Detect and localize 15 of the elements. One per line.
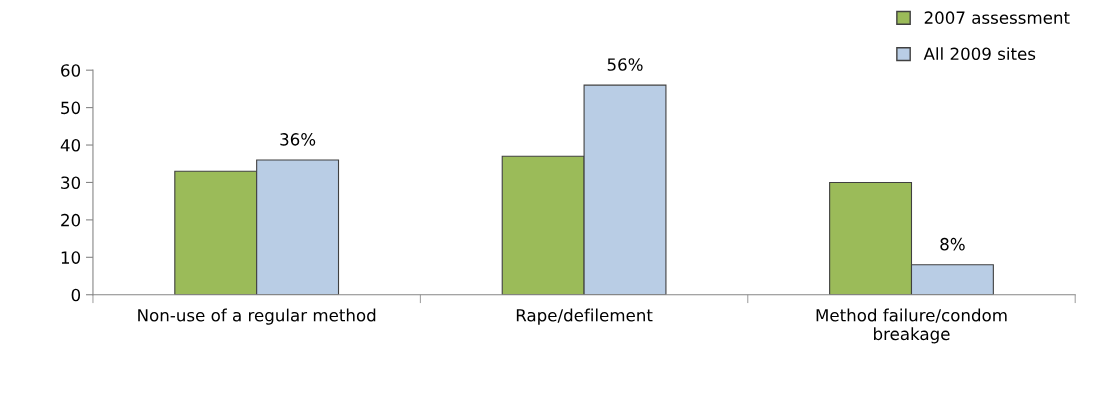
x-tick-label: Method failure/condom breakage	[816, 308, 1007, 344]
x-tick-label: Non-use of a regular method	[138, 308, 376, 325]
y-tick-label: 20	[61, 213, 81, 227]
y-tick-label: 0	[71, 288, 81, 302]
y-tick-label: 10	[61, 251, 81, 264]
y-tick-label: 30	[61, 176, 81, 190]
legend-label: All 2009 sites	[923, 47, 1036, 61]
y-tick-label: 40	[60, 138, 81, 152]
data-label: 56%	[607, 58, 643, 71]
y-tick-label: 60	[61, 64, 81, 77]
data-label: 36%	[280, 133, 316, 146]
data-label: 8%	[940, 237, 965, 251]
legend-label: 2007 assessment	[924, 11, 1070, 24]
y-tick-label: 50	[61, 101, 81, 115]
x-tick-label: Rape/defilement	[516, 308, 653, 325]
